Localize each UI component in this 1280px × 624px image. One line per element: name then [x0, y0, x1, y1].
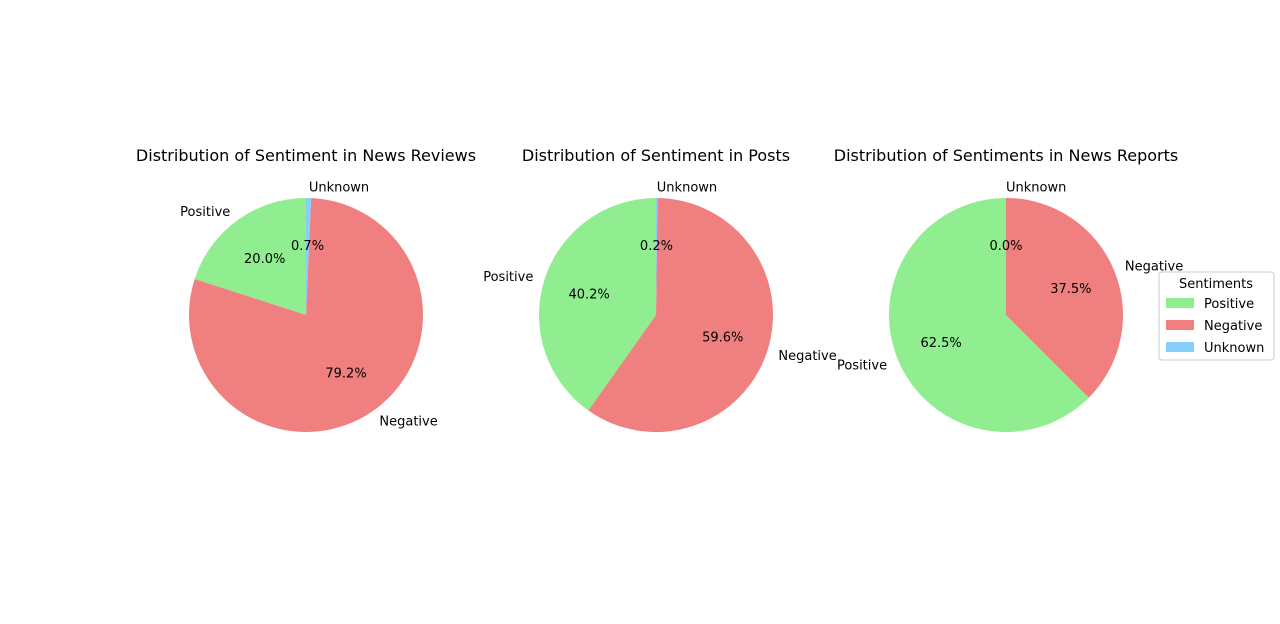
chart-title: Distribution of Sentiment in Posts	[522, 146, 790, 165]
legend-label-negative: Negative	[1204, 319, 1262, 334]
legend-title: Sentiments	[1179, 277, 1253, 292]
slice-label-unknown: Unknown	[657, 180, 717, 195]
slice-label-unknown: Unknown	[1006, 180, 1066, 195]
pie-charts: Distribution of Sentiment in News Review…	[136, 146, 1183, 433]
chart-title: Distribution of Sentiments in News Repor…	[834, 146, 1178, 165]
slice-percent-negative: 37.5%	[1050, 282, 1091, 297]
pie-slice-negative	[1006, 198, 1123, 398]
slice-label-negative: Negative	[379, 415, 437, 430]
slice-label-unknown: Unknown	[309, 180, 369, 195]
slice-percent-unknown: 0.7%	[291, 239, 324, 254]
slice-percent-unknown: 0.2%	[640, 239, 673, 254]
slice-percent-positive: 20.0%	[244, 252, 285, 267]
slice-percent-negative: 79.2%	[325, 367, 366, 382]
pie-chart-1: Distribution of Sentiment in News Review…	[136, 146, 476, 432]
pie-chart-2: Distribution of Sentiment in Posts Positi…	[483, 146, 837, 432]
legend-label-unknown: Unknown	[1204, 341, 1264, 356]
slice-label-negative: Negative	[778, 349, 836, 364]
slice-label-positive: Positive	[180, 205, 230, 220]
pie-chart-3: Distribution of Sentiments in News Repor…	[834, 146, 1183, 433]
pie-slice-positive	[889, 198, 1089, 433]
slice-label-positive: Positive	[837, 358, 887, 373]
slice-percent-positive: 62.5%	[920, 336, 961, 351]
slice-percent-positive: 40.2%	[568, 288, 609, 303]
chart-title: Distribution of Sentiment in News Review…	[136, 146, 476, 165]
legend-frame	[1158, 271, 1275, 361]
legend-label-positive: Positive	[1204, 297, 1254, 312]
legend-swatch-negative	[1166, 320, 1194, 330]
pie-slice-unknown	[656, 198, 658, 315]
pie-slice-unknown	[306, 198, 312, 315]
slice-label-positive: Positive	[483, 270, 533, 285]
pie-slice-negative	[588, 198, 774, 432]
legend-swatch-positive	[1166, 298, 1194, 308]
slice-percent-negative: 59.6%	[702, 331, 743, 346]
legend: Sentiments Positive Negative Unknown	[1158, 271, 1275, 361]
pie-slice-positive	[194, 198, 306, 315]
slice-percent-unknown: 0.0%	[989, 239, 1022, 254]
slice-label-negative: Negative	[1125, 260, 1183, 275]
legend-swatch-unknown	[1166, 342, 1194, 352]
pie-slice-positive	[539, 198, 656, 411]
pie-slice-negative	[189, 198, 423, 432]
